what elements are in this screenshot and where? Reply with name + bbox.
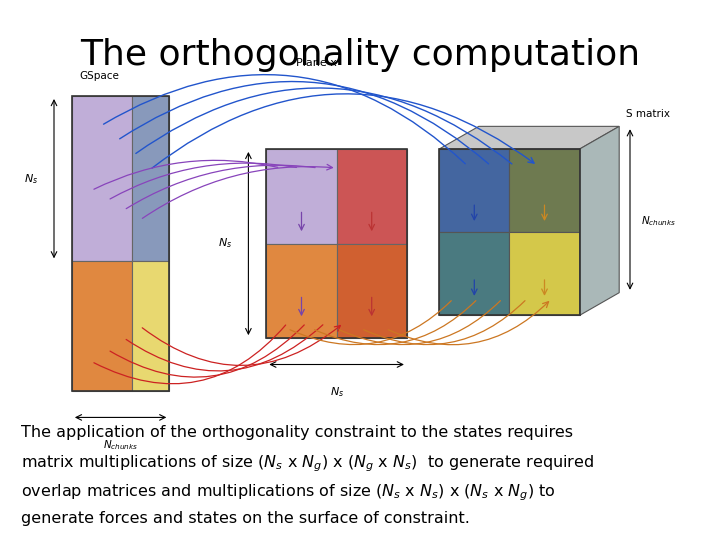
Bar <box>439 149 580 315</box>
Text: generate forces and states on the surface of constraint.: generate forces and states on the surfac… <box>22 511 470 526</box>
Text: matrix multiplications of size ($N_s$ x $N_g$) x ($N_g$ x $N_s$)  to generate re: matrix multiplications of size ($N_s$ x … <box>22 454 595 475</box>
Bar <box>439 232 510 315</box>
Text: $N_s$: $N_s$ <box>218 237 233 251</box>
Text: $N_{chunks}$: $N_{chunks}$ <box>103 438 138 452</box>
Text: $N_s$: $N_s$ <box>330 386 343 399</box>
Text: The application of the orthogonality constraint to the states requires: The application of the orthogonality con… <box>22 426 573 440</box>
Text: Plane x: Plane x <box>297 58 337 69</box>
Bar <box>72 261 132 391</box>
Bar <box>439 149 510 232</box>
Bar <box>266 149 337 244</box>
Polygon shape <box>439 126 619 149</box>
Bar <box>266 244 337 338</box>
Text: overlap matrices and multiplications of size ($N_s$ x $N_s$) x ($N_s$ x $N_g$) t: overlap matrices and multiplications of … <box>22 482 556 503</box>
Bar <box>510 149 580 232</box>
Text: S matrix: S matrix <box>626 109 670 119</box>
Bar <box>72 96 169 391</box>
Bar <box>266 149 407 338</box>
Polygon shape <box>580 126 619 315</box>
Bar <box>337 149 407 244</box>
Bar <box>510 232 580 315</box>
Bar <box>132 96 169 261</box>
Text: $N_{chunks}$: $N_{chunks}$ <box>641 214 676 228</box>
Bar <box>72 96 132 261</box>
Bar <box>337 244 407 338</box>
Text: $N_s$: $N_s$ <box>24 172 38 186</box>
Bar <box>132 261 169 391</box>
Text: GSpace: GSpace <box>79 71 119 81</box>
Text: The orthogonality computation: The orthogonality computation <box>80 38 640 72</box>
